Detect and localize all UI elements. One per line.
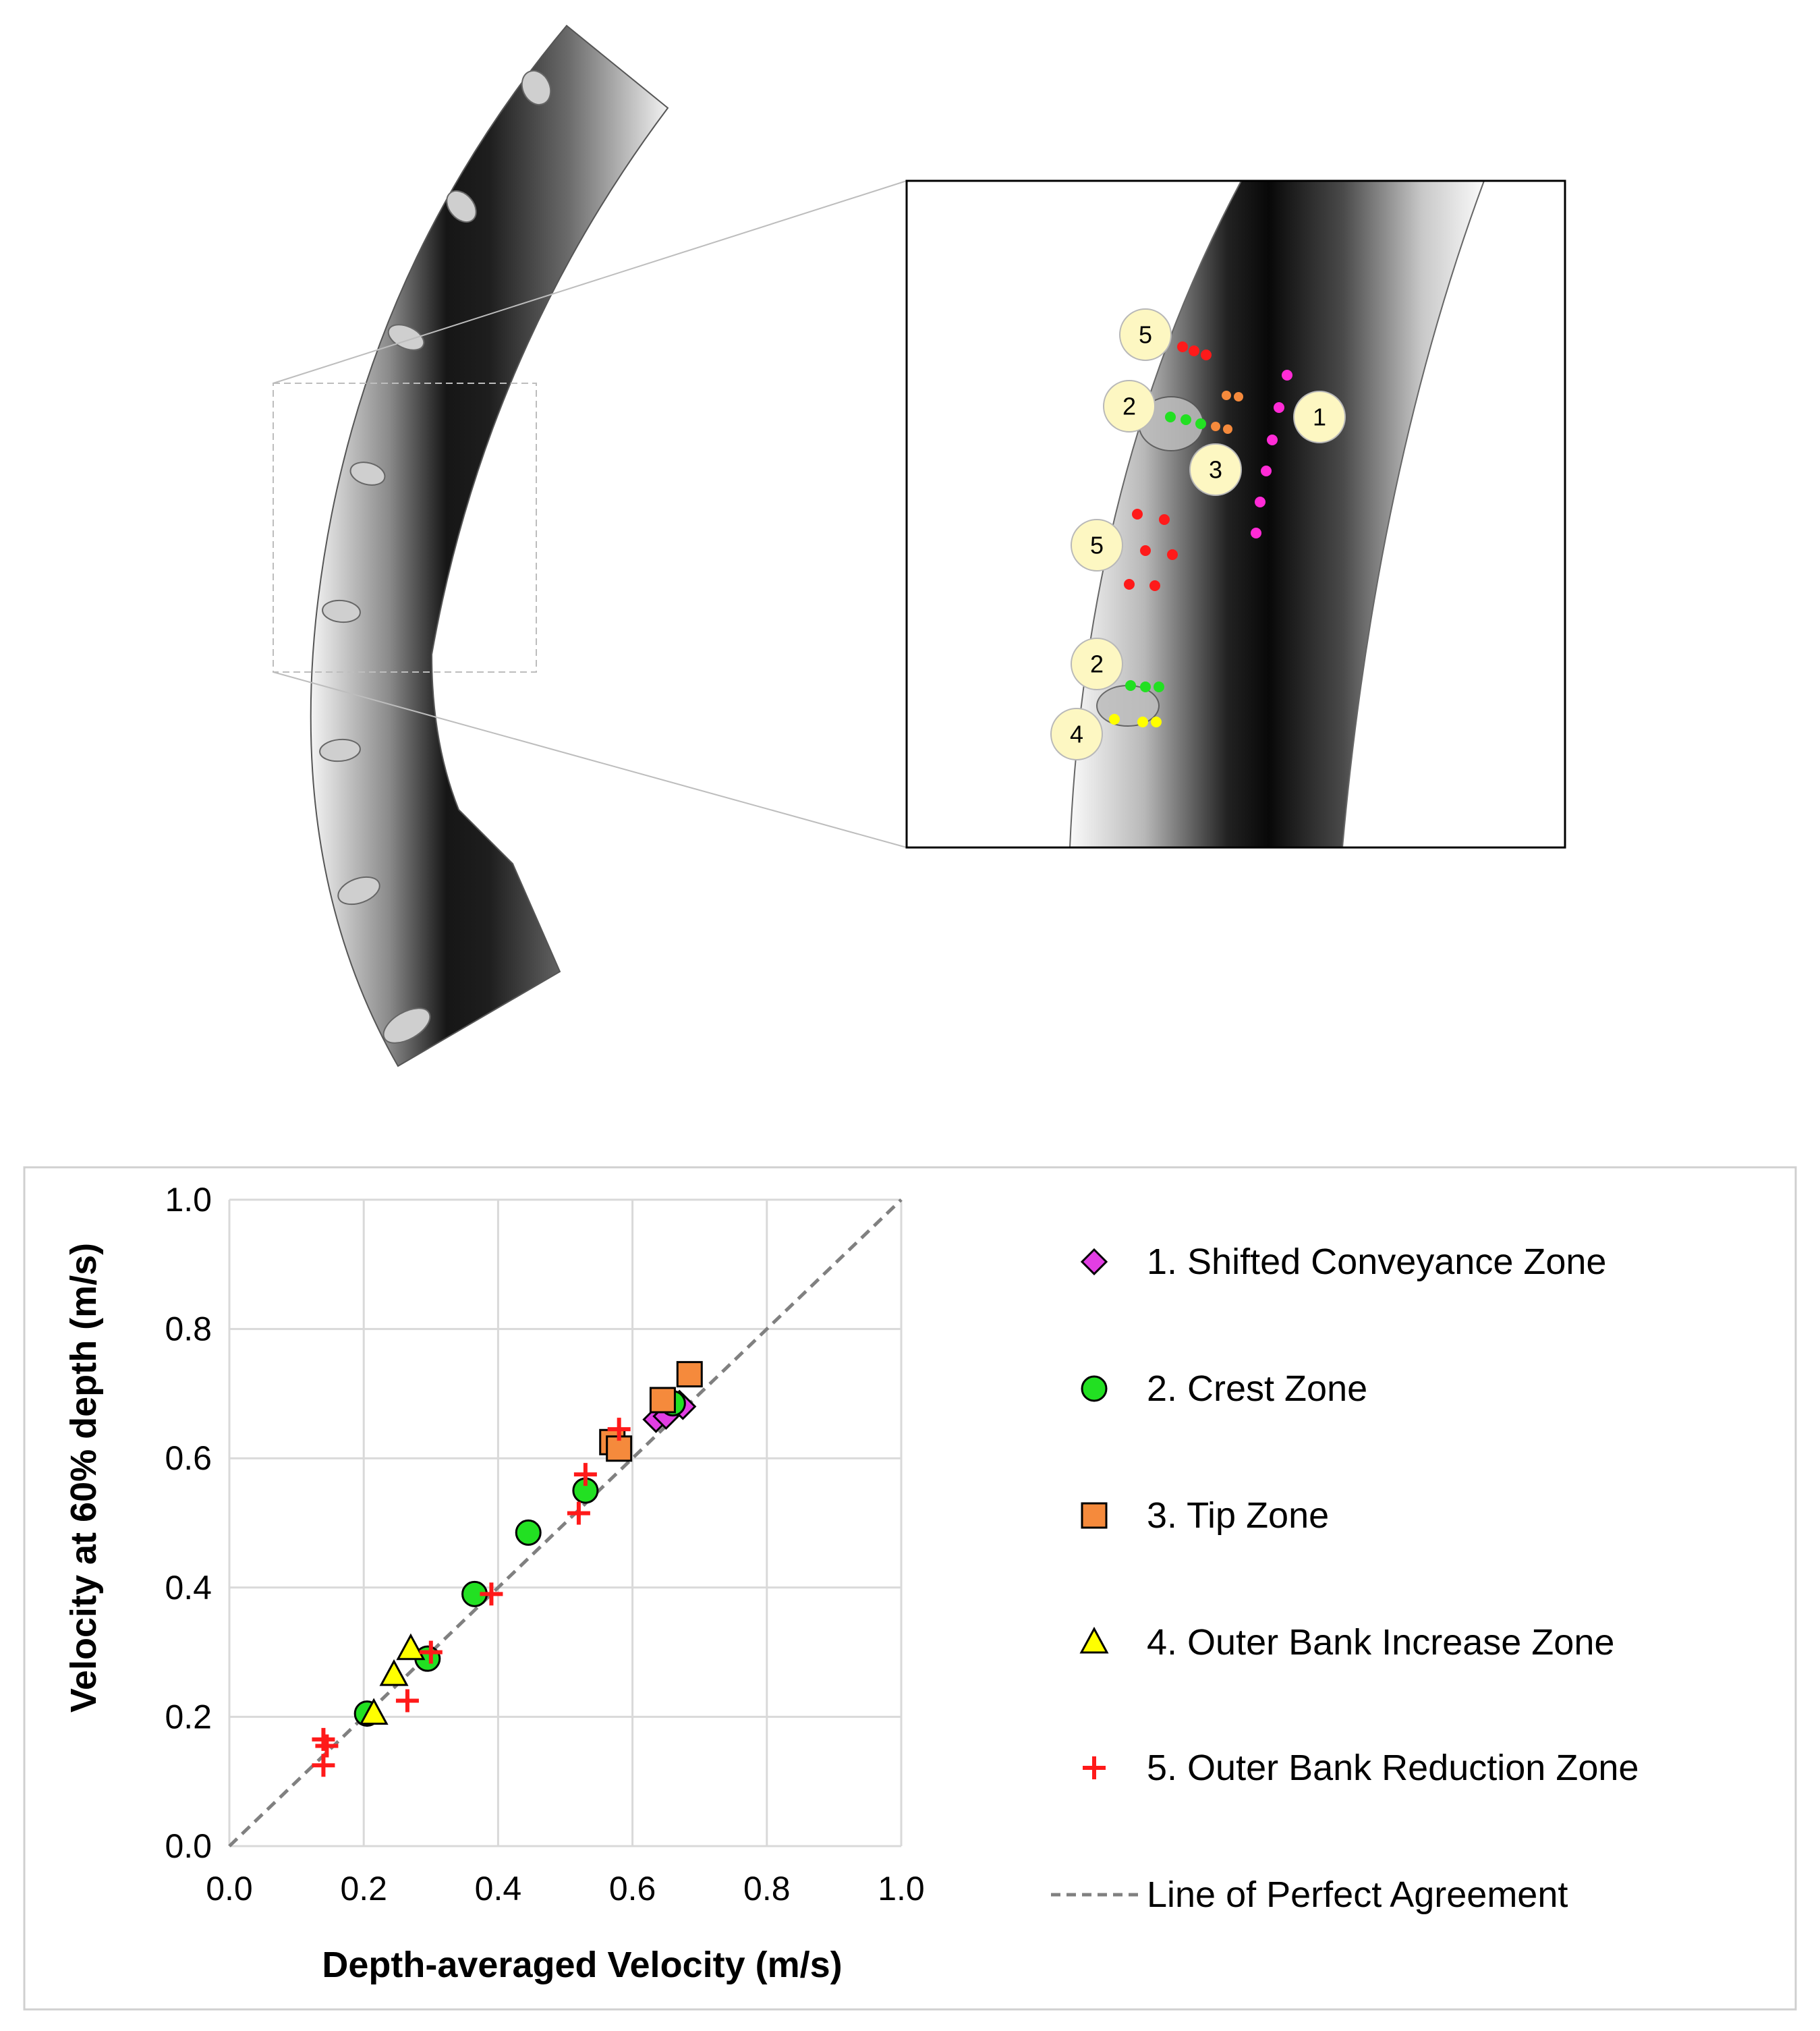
flume-channel — [310, 24, 669, 1067]
groyne — [319, 738, 361, 762]
data-point-plus — [480, 1582, 503, 1606]
data-point-square — [649, 1387, 676, 1414]
svg-text:2: 2 — [1122, 393, 1136, 420]
x-axis-label: Depth-averaged Velocity (m/s) — [322, 1945, 842, 1985]
x-tick-label: 1.0 — [878, 1870, 925, 1908]
legend-item: 5. Outer Bank Reduction Zone — [1083, 1748, 1639, 1788]
data-point-plus — [419, 1640, 443, 1664]
groyne — [337, 876, 380, 906]
data-point-plus — [315, 1734, 339, 1758]
data-point-circle — [515, 1519, 542, 1546]
svg-text:1: 1 — [1313, 404, 1326, 431]
data-point-plus — [607, 1418, 631, 1441]
data-points — [312, 1361, 703, 1777]
zoom-region-box — [273, 383, 537, 673]
data-point-plus — [312, 1754, 335, 1777]
legend-label: 5. Outer Bank Reduction Zone — [1147, 1748, 1639, 1788]
data-point-plus — [395, 1689, 419, 1713]
svg-text:2: 2 — [1090, 650, 1104, 678]
flume-overview — [273, 24, 907, 1067]
groyne — [382, 1007, 431, 1044]
zoom-inset: 5 2 1 3 5 2 4 — [905, 179, 1566, 849]
ticks: 0.0 0.2 0.4 0.6 0.8 1.0 0.0 0.2 0.4 0.6 0.8 1.0 — [165, 1181, 924, 1908]
zone-badge: 2 — [1071, 638, 1123, 690]
perfect-agreement-line — [228, 1198, 903, 1847]
svg-text:3: 3 — [1209, 456, 1222, 484]
chart: 0.0 0.2 0.4 0.6 0.8 1.0 0.0 0.2 0.4 0.6 0.8 1.0 Dep… — [23, 1166, 1797, 2011]
y-tick-label: 0.4 — [165, 1569, 212, 1607]
legend-marker-triangle — [1079, 1626, 1109, 1654]
groyne — [521, 69, 552, 106]
x-tick-label: 0.6 — [609, 1870, 656, 1908]
grid — [228, 1198, 903, 1847]
legend-marker-circle — [1081, 1375, 1108, 1402]
legend-marker-square — [1081, 1502, 1108, 1529]
groyne-set — [319, 69, 552, 1044]
data-point-plus — [567, 1501, 590, 1525]
zone-badge: 5 — [1071, 519, 1123, 572]
y-tick-label: 0.8 — [165, 1310, 212, 1348]
y-tick-label: 0.2 — [165, 1698, 212, 1735]
groyne — [446, 190, 477, 223]
zone-badge: 1 — [1293, 391, 1346, 443]
legend: 1. Shifted Conveyance Zone 2. Crest Zone 3… — [1051, 1242, 1639, 1915]
zone-badge: 5 — [1119, 308, 1172, 361]
legend-item: Line of Perfect Agreement — [1051, 1874, 1568, 1915]
svg-text:5: 5 — [1139, 321, 1152, 349]
groyne — [322, 599, 361, 623]
y-axis-label: Velocity at 60% depth (m/s) — [63, 1243, 104, 1713]
legend-label: 2. Crest Zone — [1147, 1368, 1367, 1409]
legend-label: 3. Tip Zone — [1147, 1495, 1329, 1536]
zone-badges: 5 2 1 3 5 2 4 — [1050, 308, 1346, 760]
legend-label: Line of Perfect Agreement — [1147, 1874, 1568, 1915]
zoom-inset-border — [905, 179, 1566, 849]
legend-item: 1. Shifted Conveyance Zone — [1080, 1242, 1606, 1282]
y-tick-label: 0.6 — [165, 1439, 212, 1477]
zone-badge: 3 — [1189, 443, 1242, 496]
legend-label: 4. Outer Bank Increase Zone — [1147, 1622, 1614, 1663]
data-point-triangle — [359, 1698, 389, 1725]
y-tick-label: 0.0 — [165, 1827, 212, 1865]
svg-text:4: 4 — [1070, 721, 1083, 748]
x-tick-label: 0.2 — [340, 1870, 387, 1908]
zone-badge: 2 — [1103, 380, 1156, 433]
sample-points — [1109, 341, 1292, 727]
legend-label: 1. Shifted Conveyance Zone — [1147, 1242, 1606, 1282]
zone-badge: 4 — [1050, 708, 1103, 760]
zoom-channel — [1069, 181, 1485, 847]
svg-text:5: 5 — [1090, 532, 1104, 559]
legend-item: 2. Crest Zone — [1081, 1368, 1367, 1409]
zoom-groyne — [1096, 685, 1160, 727]
data-point-triangle — [379, 1659, 409, 1686]
x-tick-label: 0.0 — [206, 1870, 253, 1908]
data-point-triangle — [396, 1633, 426, 1661]
legend-marker-diamond — [1080, 1248, 1108, 1276]
legend-item: 4. Outer Bank Increase Zone — [1079, 1622, 1614, 1663]
x-tick-label: 0.4 — [475, 1870, 522, 1908]
x-tick-label: 0.8 — [743, 1870, 791, 1908]
legend-marker-plus — [1083, 1756, 1106, 1779]
y-tick-label: 1.0 — [165, 1181, 212, 1219]
legend-item: 3. Tip Zone — [1081, 1495, 1329, 1536]
zoom-connector — [273, 671, 907, 848]
data-point-plus — [573, 1463, 597, 1486]
groyne — [349, 462, 386, 486]
zoom-connector — [273, 180, 907, 384]
data-point-square — [676, 1361, 703, 1388]
